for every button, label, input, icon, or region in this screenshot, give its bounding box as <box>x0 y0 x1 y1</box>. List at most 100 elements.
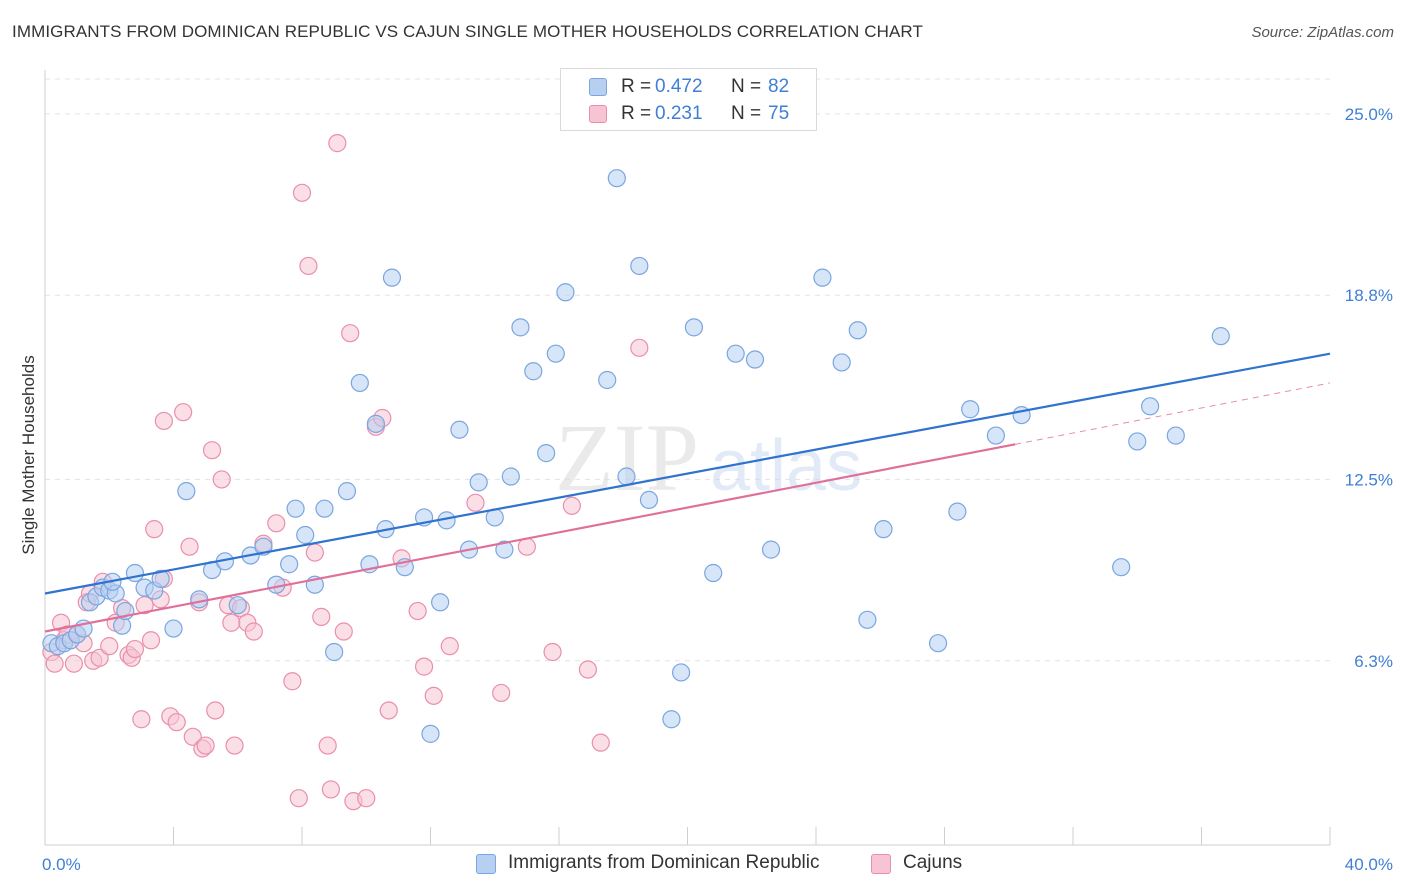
legend-swatch-pink <box>589 105 607 123</box>
data-point <box>267 514 286 533</box>
data-point <box>132 710 151 729</box>
data-point <box>167 713 186 732</box>
legend-r-value: 0.472 <box>655 76 703 97</box>
legend-r-label: R = <box>621 76 652 97</box>
trend-line-cajuns <box>44 443 1016 633</box>
trend-line-cajuns-extension <box>1015 382 1331 445</box>
legend-swatch-pink <box>871 854 891 874</box>
data-point <box>366 414 385 433</box>
data-point <box>183 727 202 746</box>
data-point <box>704 563 723 583</box>
data-point <box>543 642 562 662</box>
y-tick-label: 18.8% <box>1345 286 1393 305</box>
chart-title: IMMIGRANTS FROM DOMINICAN REPUBLIC VS CA… <box>12 22 923 41</box>
x-tick-label: 0.0% <box>42 855 81 874</box>
data-point <box>495 540 514 559</box>
data-point <box>312 607 331 626</box>
data-point <box>511 318 530 337</box>
axes <box>44 70 1331 846</box>
watermark: ZIP atlas <box>555 404 862 511</box>
data-point <box>341 324 360 343</box>
data-point <box>202 441 222 460</box>
y-tick-label: 6.3% <box>1354 652 1393 671</box>
data-point <box>524 362 543 381</box>
data-point <box>228 596 247 615</box>
data-point <box>1140 397 1160 416</box>
legend-swatch-blue <box>476 854 496 874</box>
data-point <box>299 256 318 276</box>
data-point <box>1211 327 1230 346</box>
data-point <box>591 733 610 752</box>
data-point <box>283 672 302 691</box>
data-point <box>315 499 334 518</box>
y-tick-label: 12.5% <box>1345 470 1393 489</box>
data-point <box>305 543 324 562</box>
data-point <box>328 134 347 153</box>
data-point <box>174 403 193 422</box>
data-point <box>154 411 173 431</box>
data-point <box>325 642 344 662</box>
data-point <box>745 350 765 369</box>
data-point <box>421 724 440 743</box>
data-point <box>100 637 119 656</box>
data-point <box>206 701 225 720</box>
data-point <box>440 637 459 656</box>
series-legend: Immigrants from Dominican Republic Cajun… <box>0 852 1406 878</box>
legend-swatch-blue <box>589 78 607 96</box>
data-point <box>617 467 636 486</box>
legend-n-value: 75 <box>768 103 790 124</box>
y-tick-label: 25.0% <box>1345 105 1393 124</box>
data-point <box>190 590 209 609</box>
data-point <box>292 183 312 202</box>
data-point <box>1128 432 1147 451</box>
data-point <box>379 701 398 720</box>
data-point <box>180 537 199 556</box>
data-point <box>813 268 832 287</box>
data-point <box>414 657 434 676</box>
data-point <box>45 654 64 673</box>
tick-labels: 6.3% 12.5% 18.8% 25.0% 0.0% 40.0% <box>42 105 1393 874</box>
data-point <box>296 525 315 545</box>
data-point <box>125 563 145 583</box>
data-point <box>562 496 581 515</box>
data-point <box>858 610 877 629</box>
data-point <box>578 660 598 679</box>
data-point <box>961 400 980 419</box>
data-point <box>832 353 851 372</box>
y-axis-label: Single Mother Households <box>19 355 38 554</box>
legend-n-label: N = <box>731 103 762 124</box>
data-point <box>244 622 263 641</box>
data-point <box>408 601 427 621</box>
data-point <box>948 502 967 521</box>
data-point <box>212 470 231 489</box>
legend-n-label: N = <box>731 76 762 97</box>
data-point <box>598 370 617 390</box>
data-point <box>928 634 948 653</box>
data-point <box>196 736 215 755</box>
legend-label-dominican: Immigrants from Dominican Republic <box>508 852 820 873</box>
data-point <box>469 473 488 492</box>
data-point <box>546 344 565 363</box>
data-point <box>662 710 681 729</box>
data-point <box>607 169 626 188</box>
data-point <box>630 256 649 276</box>
data-point <box>222 613 241 632</box>
data-point <box>466 493 485 512</box>
legend-n-value: 82 <box>768 76 790 97</box>
data-point <box>986 426 1006 445</box>
data-point <box>848 321 867 340</box>
legend-r-label: R = <box>621 103 652 124</box>
legend-r-value: 0.231 <box>655 103 703 124</box>
data-point <box>286 499 305 518</box>
data-point <box>1166 426 1185 445</box>
data-point <box>874 520 893 539</box>
data-point <box>125 639 145 659</box>
data-point <box>321 780 341 799</box>
data-point <box>431 593 450 612</box>
data-point <box>289 789 308 808</box>
data-point <box>145 520 164 539</box>
data-point <box>501 467 520 486</box>
data-point <box>424 686 443 705</box>
data-point <box>177 482 196 501</box>
